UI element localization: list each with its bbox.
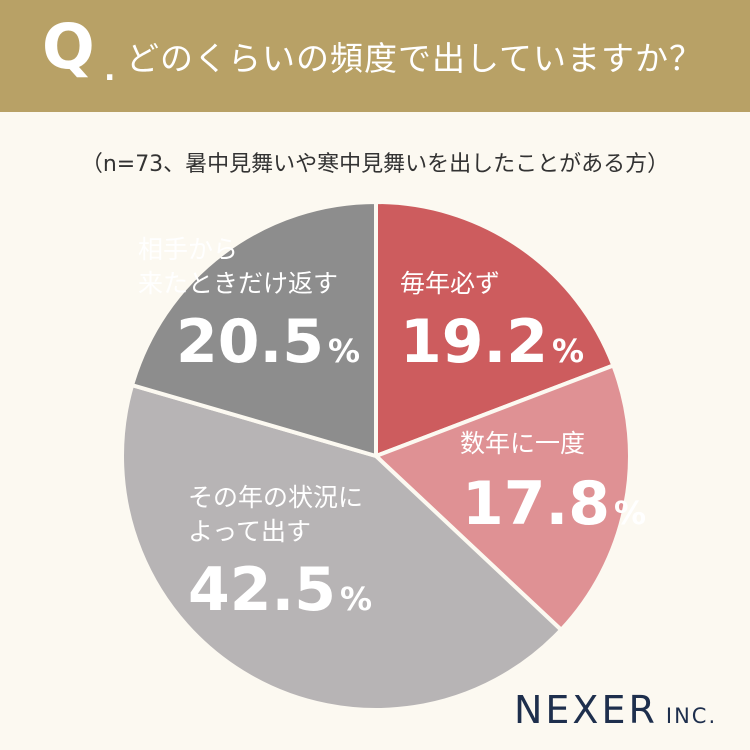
q-dot: . (104, 53, 116, 88)
slice-value-1: 17.8% (462, 469, 646, 539)
slice-label-1: 数年に一度 (460, 429, 585, 458)
question-text: どのくらいの頻度で出していますか？ (126, 39, 704, 78)
pie-slice-2 (120, 382, 564, 712)
pie-slice-3 (129, 199, 378, 459)
q-letter: Q (42, 10, 95, 83)
brand-name: NEXER (514, 688, 658, 732)
slice-label-0: 毎年必ず (400, 269, 500, 298)
sample-note: （n=73、暑中見舞いや寒中見舞いを出したことがある方） (80, 152, 670, 177)
slice-value-3: 20.5% (176, 307, 360, 377)
brand-suffix: INC. (665, 704, 718, 728)
slice-value-0: 19.2% (400, 307, 584, 377)
slice-label-2: その年の状況によって出す (188, 483, 363, 546)
slice-value-2: 42.5% (188, 555, 372, 625)
pie-slice-0 (374, 199, 616, 459)
question-header: Q . どのくらいの頻度で出していますか？ (0, 0, 750, 112)
pie-slice-1 (372, 362, 632, 633)
slice-label-3: 相手から来たときだけ返す (138, 235, 338, 298)
brand-logo: NEXER INC. (514, 688, 717, 732)
